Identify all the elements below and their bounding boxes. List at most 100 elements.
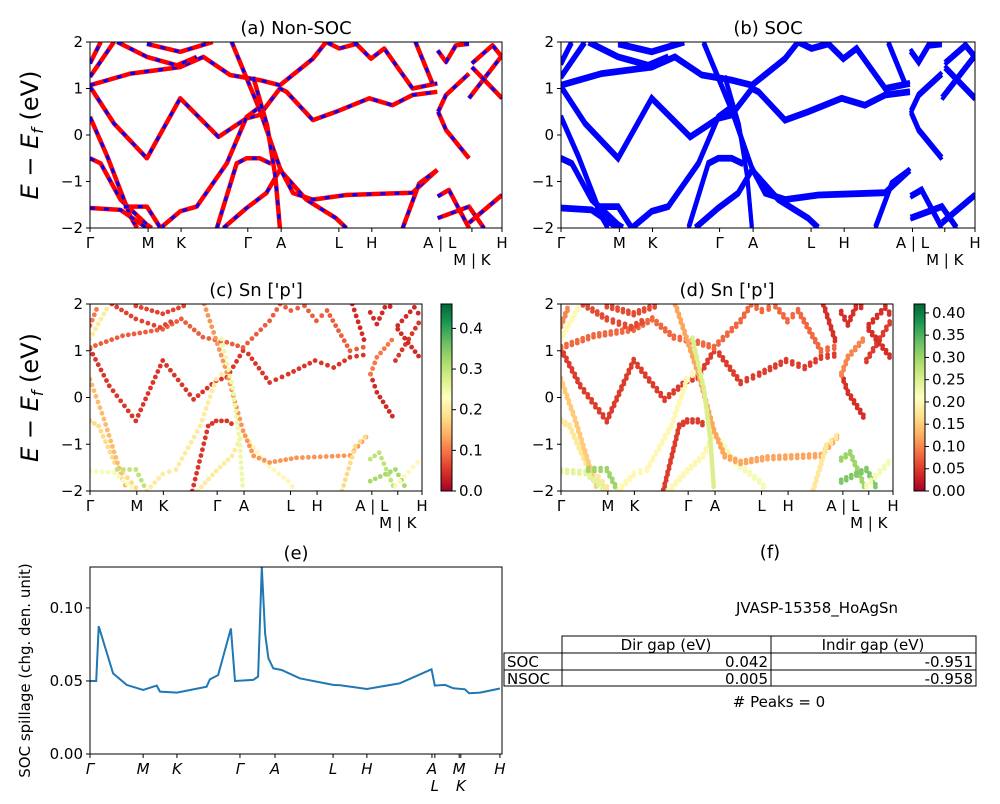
projection-point bbox=[95, 399, 101, 405]
projection-point bbox=[281, 475, 286, 480]
projection-point bbox=[807, 360, 813, 366]
projection-point bbox=[291, 369, 296, 374]
projection-point bbox=[144, 306, 149, 312]
band-dash bbox=[146, 42, 214, 54]
table-cell: 0.005 bbox=[725, 670, 768, 688]
projection-point bbox=[773, 304, 778, 307]
projection-point bbox=[585, 304, 591, 308]
projection-point bbox=[727, 364, 733, 370]
y-tick-label: 1 bbox=[544, 80, 554, 98]
projection-point bbox=[200, 389, 206, 395]
projection-point bbox=[226, 367, 231, 373]
projection-point bbox=[650, 381, 656, 386]
projection-point bbox=[277, 304, 283, 307]
projection-point bbox=[224, 418, 230, 424]
projection-point bbox=[310, 313, 315, 319]
projection-point bbox=[95, 362, 101, 368]
x-tick-label: H bbox=[969, 234, 980, 252]
projection-point bbox=[776, 453, 782, 459]
projection-point bbox=[660, 487, 666, 491]
projection-point bbox=[330, 318, 336, 323]
band-line bbox=[90, 156, 154, 228]
projection-point bbox=[873, 334, 879, 340]
projection-point bbox=[209, 324, 215, 330]
panel-title: (a) Non-SOC bbox=[240, 18, 351, 39]
projection-point bbox=[866, 325, 872, 331]
projection-point bbox=[397, 478, 403, 484]
projection-point bbox=[631, 470, 637, 476]
projection-point bbox=[708, 447, 714, 453]
projection-point bbox=[801, 316, 807, 322]
projection-point bbox=[633, 320, 639, 326]
projection-point bbox=[688, 463, 694, 469]
projection-point bbox=[700, 419, 705, 425]
projection-point bbox=[202, 480, 208, 486]
band-line bbox=[587, 42, 669, 67]
projection-point bbox=[883, 324, 889, 330]
projection-point bbox=[742, 466, 748, 471]
x-tick-label: M bbox=[601, 497, 614, 515]
projection-point bbox=[566, 320, 572, 326]
projection-point bbox=[372, 360, 378, 366]
projection-point bbox=[883, 347, 889, 353]
table-header: Dir gap (eV) bbox=[621, 636, 712, 654]
projection-point bbox=[658, 390, 664, 396]
band-dash bbox=[401, 168, 439, 228]
projection-point bbox=[219, 336, 224, 342]
projection-point bbox=[727, 454, 733, 460]
projection-point bbox=[253, 331, 259, 337]
projection-point bbox=[93, 326, 98, 332]
projection-point bbox=[684, 375, 690, 381]
y-tick-label: 1 bbox=[544, 342, 554, 360]
projection-point bbox=[393, 467, 398, 472]
projection-point bbox=[711, 481, 717, 487]
projection-point bbox=[566, 398, 572, 403]
projection-point bbox=[379, 455, 384, 461]
projection-point bbox=[738, 317, 744, 322]
projection-point bbox=[744, 375, 750, 381]
projection-point bbox=[253, 361, 258, 366]
projection-point bbox=[114, 304, 120, 310]
projection-point bbox=[211, 382, 217, 388]
x-tick-label: M | K bbox=[453, 251, 492, 269]
projection-point bbox=[383, 466, 389, 472]
projection-point bbox=[234, 420, 240, 425]
projection-point bbox=[748, 304, 754, 308]
projection-point bbox=[191, 482, 197, 488]
projection-point bbox=[674, 404, 680, 410]
band-line bbox=[229, 42, 439, 202]
projection-point bbox=[561, 316, 566, 322]
x-tick-label: Γ bbox=[557, 234, 566, 252]
projection-point bbox=[109, 304, 115, 307]
projection-point bbox=[224, 361, 230, 367]
projection-point bbox=[165, 309, 171, 315]
projection-point bbox=[213, 418, 219, 424]
projection-point bbox=[143, 329, 148, 335]
projection-point bbox=[99, 410, 105, 416]
projection-point bbox=[606, 411, 612, 417]
projection-point bbox=[762, 367, 767, 373]
projection-point bbox=[143, 396, 148, 402]
projection-point bbox=[674, 305, 680, 311]
projection-point bbox=[575, 305, 580, 311]
projection-point bbox=[778, 359, 784, 365]
projection-point bbox=[187, 392, 193, 397]
projection-point bbox=[276, 471, 282, 477]
projection-point bbox=[575, 376, 580, 382]
projection-point bbox=[410, 464, 416, 470]
projection-point bbox=[197, 459, 202, 464]
projection-point bbox=[387, 304, 393, 309]
projection-point bbox=[847, 448, 853, 454]
projection-point bbox=[873, 481, 878, 487]
projection-point bbox=[105, 444, 111, 450]
projection-point bbox=[295, 305, 301, 311]
projection-point bbox=[706, 424, 712, 430]
band-dash bbox=[436, 111, 471, 160]
projection-point bbox=[225, 457, 231, 463]
projection-point bbox=[207, 318, 213, 324]
projection-point bbox=[104, 306, 109, 312]
band-line bbox=[940, 194, 975, 226]
projection-point bbox=[561, 335, 564, 341]
projection-point bbox=[335, 453, 341, 459]
band-line bbox=[561, 42, 911, 93]
